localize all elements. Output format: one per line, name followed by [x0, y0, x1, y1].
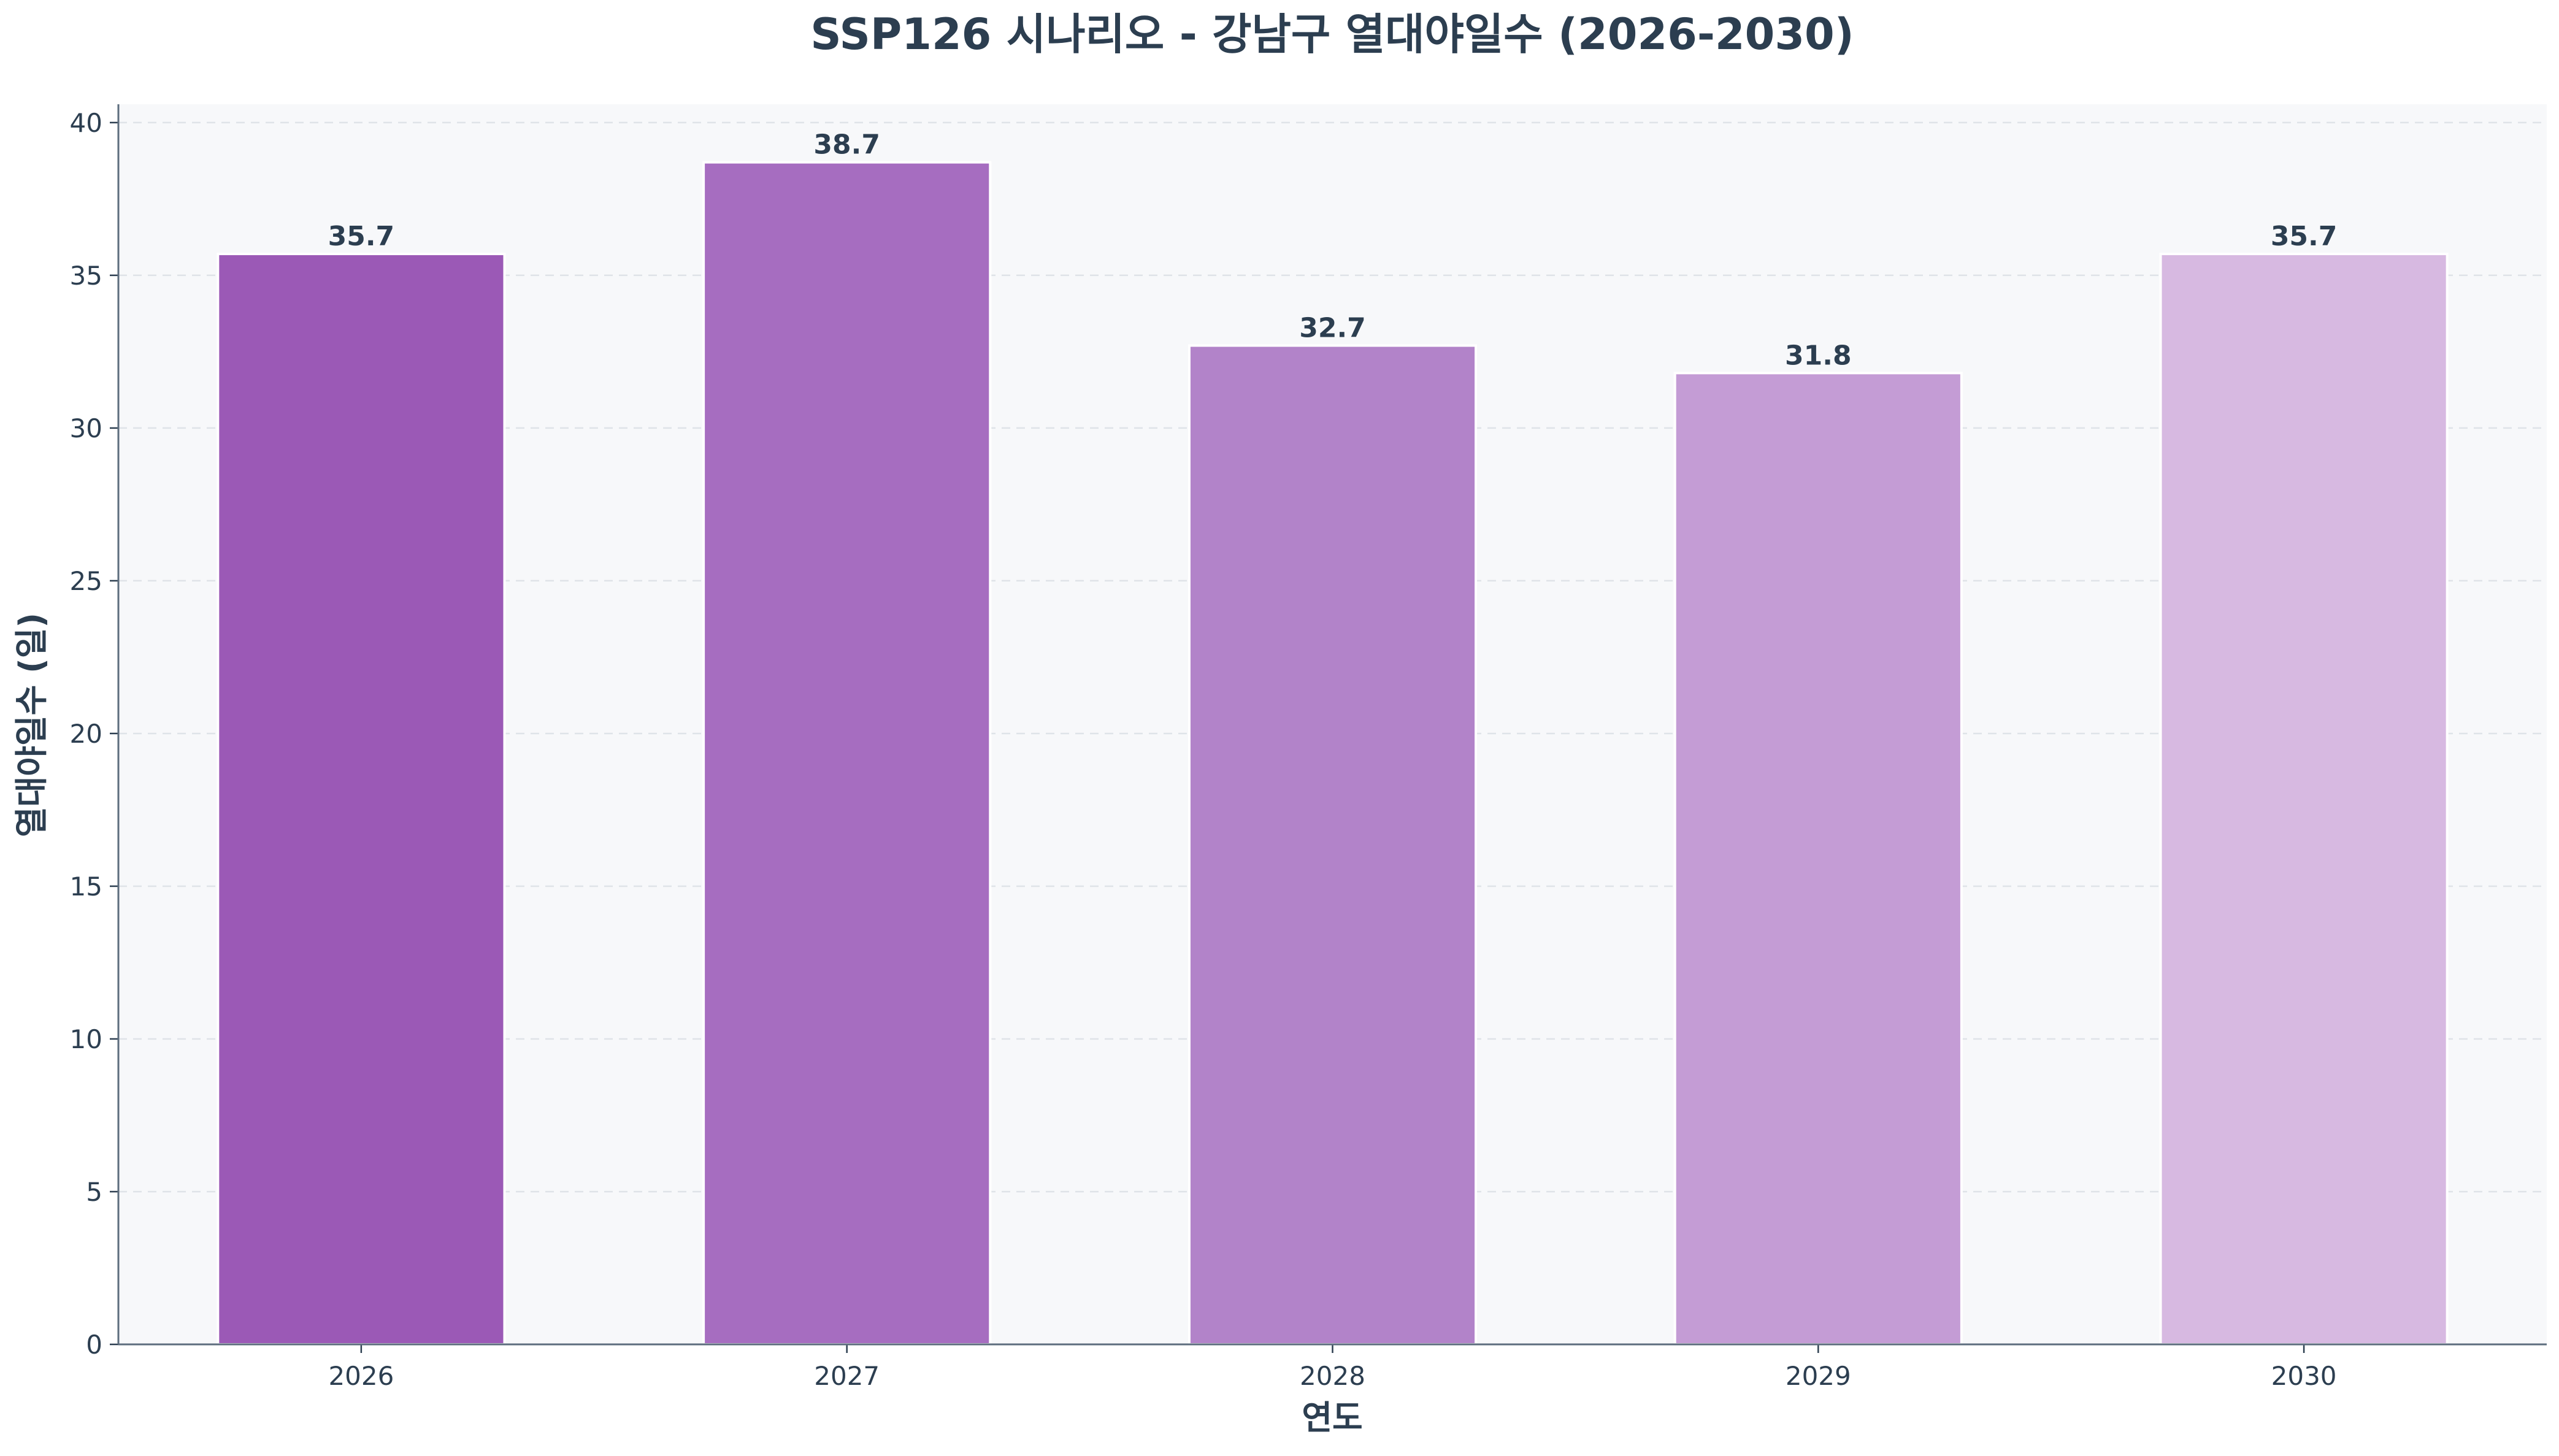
bar-2029 [1673, 372, 1963, 1346]
data-label-2027: 38.7 [813, 129, 880, 161]
y-tick-label: 0 [86, 1330, 102, 1360]
y-axis-title: 열대야일수 (일) [12, 613, 51, 837]
y-tick-label: 15 [70, 872, 102, 902]
data-label-2029: 31.8 [1785, 340, 1852, 371]
bar-2026 [217, 253, 506, 1346]
bar-2027 [702, 161, 992, 1346]
x-tick-label: 2029 [1786, 1361, 1851, 1391]
x-tick-label: 2028 [1300, 1361, 1365, 1391]
data-label-2026: 35.7 [328, 221, 395, 252]
chart-title: SSP126 시나리오 - 강남구 열대야일수 (2026-2030) [810, 9, 1854, 59]
data-label-2028: 32.7 [1299, 312, 1366, 343]
y-tick-label: 5 [86, 1177, 102, 1207]
y-tick-label: 25 [70, 566, 102, 596]
x-tick-label: 2027 [814, 1361, 880, 1391]
axes [110, 104, 2547, 1353]
y-tick-label: 40 [70, 108, 102, 138]
x-axis-title: 연도 [1302, 1398, 1362, 1437]
bars [217, 161, 2449, 1346]
y-tick-label: 20 [70, 719, 102, 749]
x-tick-label: 2030 [2271, 1361, 2337, 1391]
bar-2030 [2159, 253, 2449, 1346]
x-tick-label: 2026 [328, 1361, 394, 1391]
y-tick-label: 35 [70, 261, 102, 291]
bar-2028 [1187, 344, 1478, 1346]
y-tick-label: 30 [70, 413, 102, 443]
data-label-2030: 35.7 [2271, 221, 2338, 252]
y-tick-label: 10 [70, 1024, 102, 1054]
tick-labels: 0 5 10 15 20 25 30 35 40 2026 2027 2028 2029 2030 [70, 108, 2337, 1391]
data-labels: 35.7 38.7 32.7 31.8 35.7 [328, 129, 2338, 372]
